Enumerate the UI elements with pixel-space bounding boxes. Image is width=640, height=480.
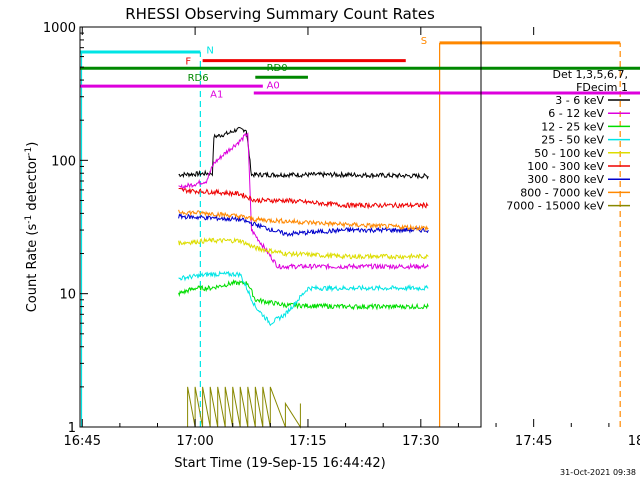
- x-tick-label-105: 17:45: [515, 434, 552, 449]
- legend-header-0: Det 1,3,5,6,7,: [552, 68, 628, 81]
- footer-timestamp: 31-Oct-2021 09:38: [560, 468, 636, 477]
- y-axis-label-sup2: -1: [24, 147, 34, 156]
- flag-label-n: N: [206, 45, 213, 56]
- legend-label-25-50-kev: 25 - 50 keV: [541, 134, 604, 147]
- legend-label-800-7000-kev: 800 - 7000 keV: [520, 186, 604, 199]
- flag-label-rd0: RD0: [267, 63, 288, 74]
- x-axis-label: Start Time (19-Sep-15 16:44:42): [174, 456, 385, 471]
- chart-title: RHESSI Observing Summary Count Rates: [125, 5, 435, 23]
- plot-marks: N F RD0 RD6 A0 A1 S: [80, 36, 640, 429]
- legend-label-7000-15000-kev: 7000 - 15000 keV: [506, 200, 604, 213]
- plot-frame: [79, 26, 482, 428]
- y-tick-label-1: 1: [68, 421, 76, 436]
- y-tick-label-10: 10: [59, 288, 76, 303]
- axis-ticks: 16:4517:0017:1517:3017:4518:0018:1511010…: [43, 21, 640, 449]
- legend-label-12-25-kev: 12 - 25 keV: [541, 120, 604, 133]
- x-tick-label-60: 17:00: [176, 434, 213, 449]
- series-25-50-kev-0: [178, 270, 429, 327]
- series-6-12-kev-0: [178, 132, 429, 271]
- legend-label-300-800-kev: 300 - 800 keV: [527, 173, 604, 186]
- series-7000-15000-kev-0: [187, 386, 301, 429]
- series-50-100-kev-0: [178, 237, 429, 261]
- legend-label-6-12-kev: 6 - 12 keV: [548, 107, 604, 120]
- series-800-7000-kev-0: [178, 209, 429, 232]
- y-axis-label: Count Rate (s-1 detector-1): [24, 142, 40, 313]
- y-axis-label-close: ): [25, 142, 40, 147]
- flag-label-s: S: [421, 36, 427, 47]
- series-300-800-kev-0: [178, 212, 429, 238]
- flag-label-f: F: [185, 57, 191, 68]
- legend-header-1: FDecim 1: [576, 81, 628, 94]
- series-100-300-kev-0: [178, 188, 429, 210]
- series-12-25-kev-0: [178, 278, 429, 311]
- flag-label-rd6: RD6: [188, 73, 209, 84]
- x-tick-label-90: 17:30: [402, 434, 439, 449]
- y-tick-label-1000: 1000: [43, 21, 76, 36]
- x-tick-label-75: 17:15: [289, 434, 326, 449]
- flag-label-a0: A0: [267, 81, 280, 92]
- y-axis-label-sup: -1: [24, 215, 34, 224]
- x-tick-label-120: 18:00: [628, 434, 640, 449]
- y-axis-label-main: Count Rate (s: [25, 224, 40, 313]
- legend-label-100-300-kev: 100 - 300 keV: [527, 160, 604, 173]
- y-tick-label-100: 100: [51, 154, 76, 169]
- series-3-6-kev-0: [178, 126, 429, 180]
- y-axis-label-tail: detector: [25, 155, 40, 215]
- legend-label-3-6-kev: 3 - 6 keV: [555, 94, 604, 107]
- flag-label-a1: A1: [210, 89, 223, 100]
- legend-label-50-100-kev: 50 - 100 keV: [534, 147, 604, 160]
- x-tick-label-45: 16:45: [64, 434, 101, 449]
